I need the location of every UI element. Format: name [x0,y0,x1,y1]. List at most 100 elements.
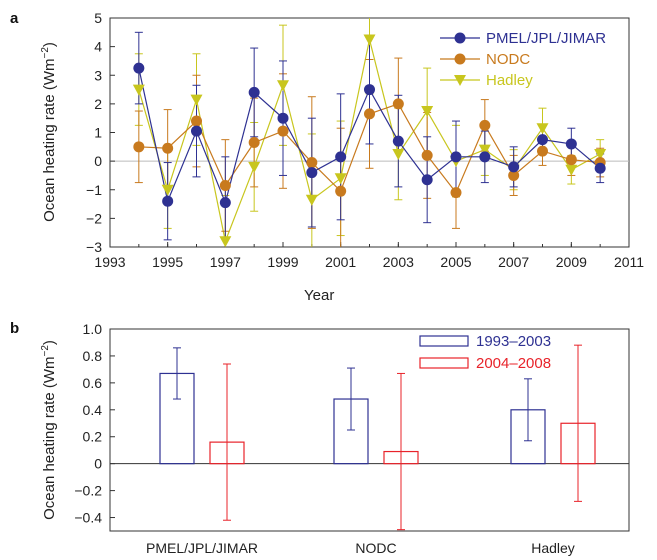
panel-b-category-labels: PMEL/JPL/JIMAR NODC Hadley [146,540,575,556]
data-point [537,145,548,157]
y-tick-label: 5 [94,10,102,26]
data-point [191,115,202,127]
data-point [478,144,491,156]
panel-b-frame [109,328,630,532]
data-point [335,151,347,163]
legend-item: 1993–2003 [419,333,551,350]
panel-a-label: a [10,10,19,27]
data-point [162,195,174,207]
data-point [363,34,376,46]
data-point [248,161,261,173]
data-point [565,154,577,166]
panel-a-y-ticks: −3 −2 −1 0 1 2 3 4 5 [86,10,115,255]
data-point [277,112,289,124]
panel-b-y-axis-title: Ocean heating rate (Wm−2) [40,340,58,520]
panel-a-legend: PMEL/JPL/JIMAR NODC Hadley [440,30,606,89]
legend-label: Hadley [486,72,533,89]
data-point [392,135,404,147]
y-tick-label: 0.4 [83,402,103,418]
x-tick-label: 1999 [267,254,298,270]
y-tick-label: 0 [94,456,102,472]
data-point [334,173,347,185]
data-point [306,157,318,169]
data-point [537,134,548,146]
data-point [565,164,578,176]
legend-item: PMEL/JPL/JIMAR [440,30,606,47]
data-point [450,187,462,199]
bar-group [510,344,596,502]
data-point [248,86,260,98]
legend-swatch [419,335,469,347]
data-point [219,197,231,209]
data-point [133,141,145,153]
panel-a-x-ticks: 1993 1995 1997 1999 2001 2003 2005 2007 2009 2011 [94,242,644,270]
data-point [565,138,577,150]
data-point [392,148,405,160]
data-point [161,184,174,196]
data-point [392,98,404,110]
panel-b: 1.0 0.8 0.6 0.4 0.2 0 −0.2 −0.4 PMEL/JPL/JIMAR N… [40,321,630,556]
data-point [508,161,520,173]
y-tick-label: 0.8 [83,348,103,364]
category-label: NODC [355,540,396,556]
x-tick-label: 2009 [556,254,587,270]
legend-marker [454,75,466,86]
y-tick-label: −1 [86,182,102,198]
legend-swatch [419,357,469,369]
panel-a-y-axis-title: Ocean heating rate (Wm−2) [40,42,58,222]
series-0-markers [133,62,606,209]
data-point [364,108,375,120]
legend-label: NODC [486,51,530,68]
data-point [191,125,202,137]
data-point [132,84,145,96]
y-tick-label: 4 [94,39,102,55]
x-tick-label: 2005 [440,254,471,270]
panel-a-series [132,18,607,248]
x-tick-label: 1995 [152,254,183,270]
data-point [190,94,203,106]
y-tick-label: 3 [94,67,102,83]
data-point [479,151,491,163]
category-label: PMEL/JPL/JIMAR [146,540,258,556]
data-point [277,125,289,137]
data-point [536,123,549,135]
data-point [133,62,145,74]
y-tick-label: −0.4 [74,510,102,526]
legend-marker [454,32,466,44]
y-tick-label: −3 [86,239,102,255]
data-point [364,84,375,96]
data-point [305,194,318,206]
legend-item: 2004–2008 [419,355,551,372]
x-tick-label: 2007 [498,254,529,270]
x-tick-label: 1993 [94,254,125,270]
y-tick-label: −2 [86,210,102,226]
y-tick-label: −0.2 [74,483,102,499]
data-point [277,80,289,92]
data-point [450,151,462,163]
y-tick-label: 0.6 [83,375,103,391]
data-point [219,179,231,191]
panel-a: −3 −2 −1 0 1 2 3 4 5 1993 1995 1997 1999 2001 2003 200… [40,10,644,304]
panel-b-label: b [10,320,19,337]
data-point [421,174,433,186]
data-point [594,148,607,160]
legend-marker [454,53,466,65]
bar-group [159,347,245,521]
panel-a-x-axis-title: Year [304,287,334,304]
data-point [248,137,260,149]
legend-label: 2004–2008 [476,355,551,372]
y-tick-label: 0.2 [83,429,103,445]
x-tick-label: 1997 [210,254,241,270]
data-point [219,236,232,248]
legend-label: PMEL/JPL/JIMAR [486,30,606,47]
legend-label: 1993–2003 [476,333,551,350]
x-tick-label: 2001 [325,254,356,270]
data-point [421,106,434,118]
legend-item: Hadley [440,72,533,89]
y-tick-label: 2 [94,96,102,112]
category-label: Hadley [531,540,575,556]
data-point [508,169,520,181]
y-tick-label: 0 [94,153,102,169]
